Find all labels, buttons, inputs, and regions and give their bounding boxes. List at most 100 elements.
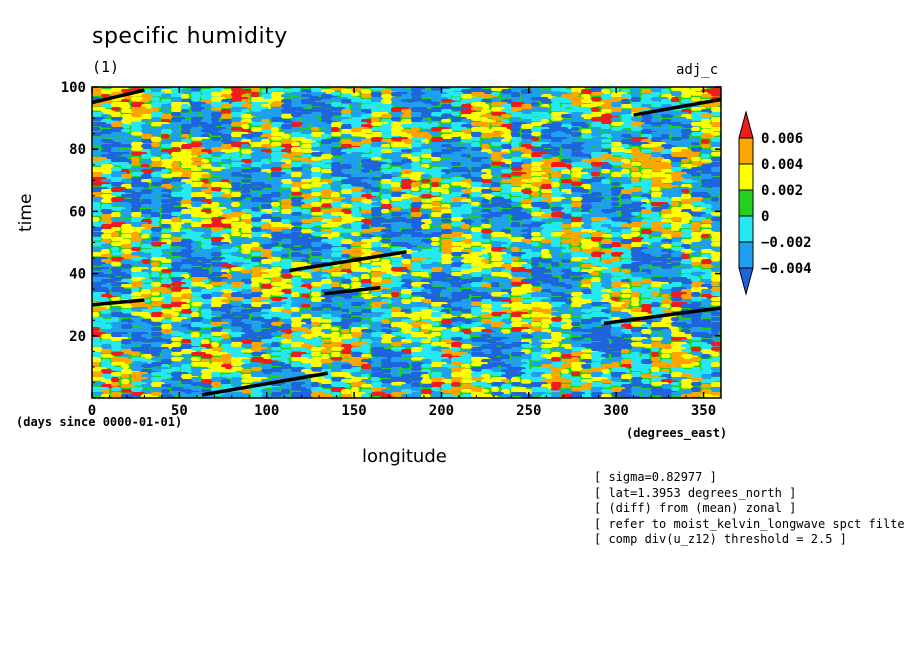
field-patch	[191, 327, 202, 331]
field-patch	[631, 92, 640, 98]
field-patch	[441, 129, 453, 133]
field-patch	[501, 329, 511, 334]
field-patch	[231, 247, 240, 252]
field-patch	[461, 139, 472, 143]
field-patch	[591, 87, 603, 92]
field-patch	[411, 327, 420, 333]
field-patch	[711, 212, 721, 216]
field-patch	[461, 359, 472, 365]
field-patch	[171, 97, 182, 103]
field-patch	[461, 209, 472, 215]
field-patch	[331, 282, 340, 288]
field-patch	[341, 129, 354, 135]
field-patch	[351, 367, 362, 371]
field-patch	[311, 142, 320, 148]
field-patch	[131, 142, 144, 148]
field-patch	[161, 139, 174, 145]
field-patch	[451, 262, 465, 268]
field-patch	[331, 122, 343, 128]
field-patch	[651, 352, 660, 357]
field-patch	[351, 202, 365, 207]
field-patch	[171, 132, 181, 138]
field-patch	[651, 157, 665, 161]
field-patch	[371, 182, 380, 187]
filter-track-line	[289, 250, 407, 273]
field-patch	[271, 237, 283, 242]
field-patch	[191, 372, 202, 377]
field-patch	[571, 282, 580, 287]
field-patch	[301, 119, 312, 124]
field-patch	[331, 127, 340, 133]
field-patch	[311, 382, 320, 388]
field-patch	[451, 112, 460, 116]
field-patch	[491, 287, 503, 292]
field-patch	[641, 189, 650, 193]
field-patch	[711, 137, 721, 142]
field-patch	[431, 222, 442, 226]
field-patch	[591, 147, 604, 152]
field-patch	[391, 182, 401, 188]
field-patch	[271, 167, 283, 172]
field-patch	[141, 294, 152, 298]
field-patch	[561, 334, 571, 338]
field-patch	[341, 304, 354, 310]
field-patch	[691, 262, 701, 267]
field-patch	[401, 344, 411, 349]
field-patch	[591, 167, 601, 173]
field-patch	[561, 324, 573, 330]
field-patch	[391, 292, 400, 297]
field-patch	[401, 294, 411, 298]
field-patch	[281, 239, 292, 244]
filter-track-line	[92, 298, 145, 307]
field-patch	[201, 89, 214, 94]
field-patch	[221, 194, 233, 198]
field-patch	[111, 352, 124, 356]
field-patch	[431, 332, 442, 337]
field-patch	[201, 329, 214, 335]
field-patch	[171, 237, 183, 243]
field-patch	[191, 332, 200, 338]
field-patch	[521, 379, 532, 384]
field-patch	[371, 372, 384, 378]
field-patch	[191, 157, 205, 161]
field-patch	[261, 364, 272, 370]
field-patch	[231, 267, 245, 272]
field-patch	[451, 257, 465, 262]
field-patch	[471, 272, 482, 277]
field-patch	[271, 192, 281, 198]
field-patch	[251, 197, 264, 203]
field-patch	[271, 137, 282, 141]
field-patch	[331, 92, 341, 96]
field-patch	[691, 267, 702, 272]
field-patch	[581, 259, 595, 263]
field-patch	[131, 162, 140, 166]
field-patch	[571, 177, 580, 181]
field-patch	[151, 322, 162, 326]
field-patch	[101, 114, 110, 119]
field-patch	[181, 289, 195, 294]
field-patch	[111, 212, 121, 218]
field-patch	[511, 207, 524, 213]
field-patch	[411, 362, 424, 367]
field-patch	[551, 147, 561, 152]
field-patch	[251, 242, 260, 248]
field-patch	[641, 149, 652, 154]
field-patch	[151, 97, 160, 102]
field-patch	[631, 182, 643, 187]
field-patch	[301, 289, 311, 293]
field-patch	[171, 107, 182, 113]
field-patch	[571, 267, 581, 272]
field-patch	[371, 337, 383, 342]
field-patch	[251, 187, 264, 191]
field-patch	[351, 277, 360, 282]
field-patch	[341, 279, 352, 284]
field-patch	[651, 232, 663, 237]
field-patch	[471, 297, 484, 302]
field-patch	[231, 217, 240, 222]
field-patch	[431, 267, 444, 273]
field-patch	[111, 312, 124, 318]
field-patch	[211, 142, 225, 148]
field-patch	[711, 87, 721, 93]
field-patch	[381, 399, 399, 403]
